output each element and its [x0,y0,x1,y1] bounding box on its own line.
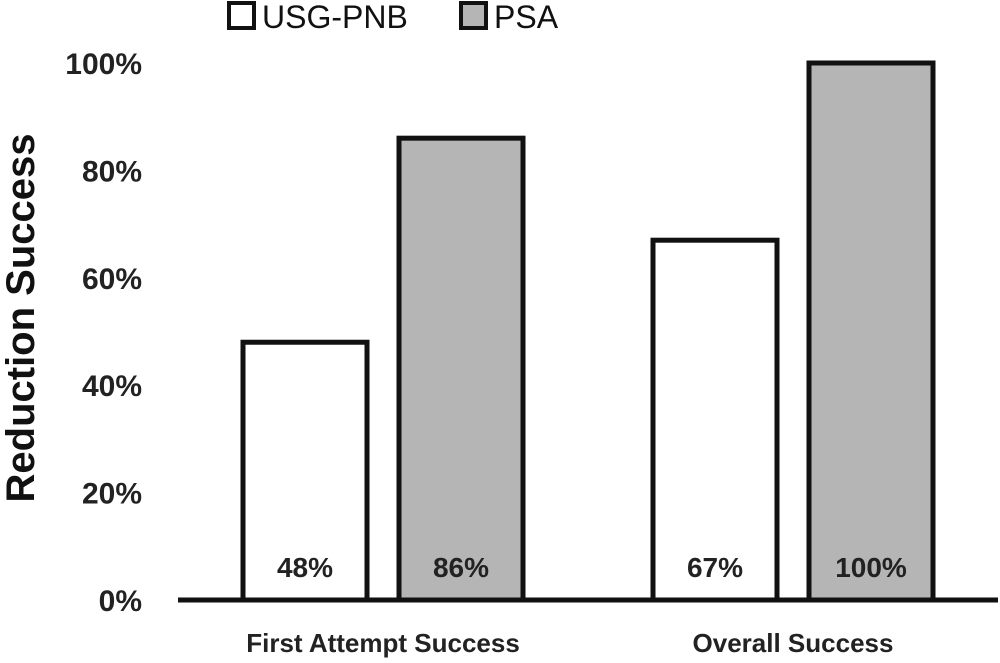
legend: USG-PNB PSA [227,0,559,35]
legend-swatch [459,1,488,30]
legend-swatch [227,1,256,30]
bar-psa-1 [396,135,526,603]
data-label: 86% [433,552,489,583]
x-category-label: First Attempt Success [246,628,520,658]
legend-label: USG-PNB [262,0,408,35]
y-tick-label: 40% [82,370,142,403]
y-axis: 0% 20% 40% 60% 80% 100% [65,48,142,618]
data-label: 100% [835,552,907,583]
data-label: 48% [277,552,333,583]
y-tick-label: 60% [82,263,142,296]
bar-usg-pnb-2 [650,237,780,603]
y-tick-label: 80% [82,155,142,188]
y-tick-label: 0% [99,585,142,618]
x-axis: First Attempt Success Overall Success [246,628,893,658]
y-axis-label: Reduction Success [0,133,43,502]
y-tick-label: 20% [82,478,142,511]
bars: 48% 86% 67% 100% [240,60,936,603]
bar-usg-pnb-1 [240,339,370,603]
x-category-label: Overall Success [693,628,894,658]
data-label: 67% [687,552,743,583]
bar-psa-2 [806,60,936,603]
y-tick-label: 100% [65,48,142,81]
legend-label: PSA [494,0,559,35]
